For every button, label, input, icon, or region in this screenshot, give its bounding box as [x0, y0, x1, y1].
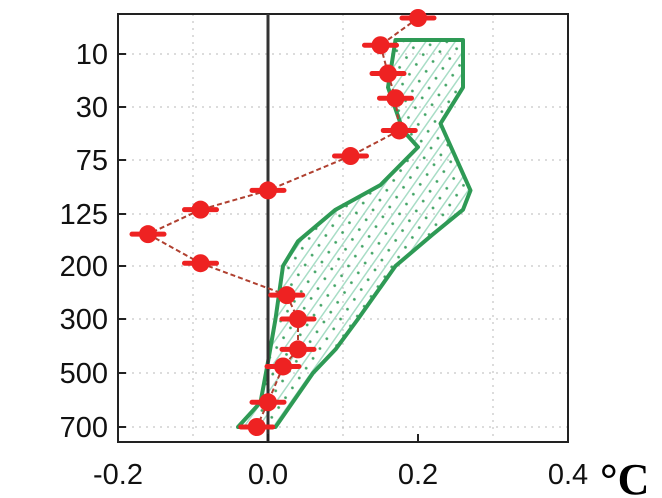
- y-tick-label: 500: [60, 358, 108, 390]
- x-axis-ticks: -0.2 0.0 0.2 0.4: [93, 434, 588, 491]
- x-tick-label: 0.0: [248, 459, 288, 491]
- data-point: [279, 340, 317, 359]
- data-point: [182, 200, 219, 219]
- y-tick-label: 75: [76, 145, 108, 177]
- data-point: [279, 310, 317, 328]
- data-marker: [191, 200, 210, 219]
- connector-line: [147, 233, 201, 265]
- data-point: [362, 36, 399, 55]
- data-marker: [274, 357, 292, 376]
- data-marker: [191, 254, 210, 273]
- connector-line: [267, 155, 351, 192]
- data-marker: [259, 393, 277, 412]
- x-tick-label: 0.4: [548, 459, 588, 491]
- data-point: [377, 89, 414, 108]
- data-point: [264, 357, 302, 376]
- plot-frame: [117, 13, 569, 443]
- data-point: [369, 64, 407, 83]
- y-tick-label: 125: [60, 199, 108, 231]
- connector-line: [147, 208, 201, 236]
- data-marker: [371, 36, 390, 55]
- data-point: [238, 418, 276, 436]
- data-point: [332, 147, 369, 166]
- unit-label: °C: [600, 455, 649, 498]
- data-point: [268, 286, 306, 305]
- data-marker: [409, 9, 427, 27]
- data-marker: [277, 286, 296, 305]
- x-tick-label: -0.2: [93, 459, 143, 491]
- y-tick-label: 10: [76, 39, 108, 71]
- y-tick-label: 200: [60, 251, 108, 283]
- data-marker: [139, 225, 157, 244]
- data-marker: [247, 418, 266, 436]
- confidence-band: [236, 38, 473, 429]
- confidence-band-layer: [236, 38, 473, 429]
- data-point: [380, 121, 418, 140]
- data-point: [129, 225, 167, 244]
- data-point: [182, 254, 219, 273]
- data-point: [249, 181, 287, 200]
- points-layer: [129, 9, 437, 436]
- y-axis-ticks: 10 30 75 125 200 300 500 700: [60, 39, 126, 444]
- data-marker: [259, 181, 277, 200]
- data-marker: [341, 147, 360, 166]
- data-marker: [289, 340, 307, 359]
- connector-line: [200, 262, 288, 297]
- data-marker: [289, 310, 307, 328]
- data-marker: [386, 89, 405, 108]
- y-tick-label: 30: [76, 92, 108, 124]
- connector-line: [200, 189, 269, 211]
- data-point: [399, 9, 437, 27]
- y-tick-label: 700: [60, 412, 108, 444]
- data-marker: [390, 121, 409, 140]
- connector-line: [350, 129, 400, 157]
- data-point: [249, 393, 287, 412]
- x-tick-label: 0.2: [398, 459, 438, 491]
- data-marker: [379, 64, 397, 83]
- y-tick-label: 300: [60, 304, 108, 336]
